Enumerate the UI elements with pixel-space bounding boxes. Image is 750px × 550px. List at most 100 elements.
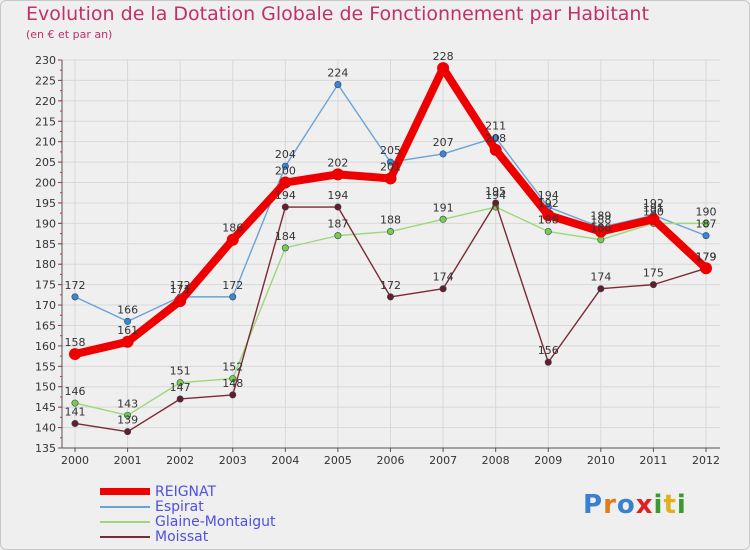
legend-label: Espirat xyxy=(155,498,204,515)
y-tick-label: 165 xyxy=(35,319,56,332)
data-label: 161 xyxy=(117,324,138,337)
data-label: 194 xyxy=(538,189,559,202)
data-label: 172 xyxy=(380,279,401,292)
y-tick-label: 150 xyxy=(35,381,56,394)
data-point xyxy=(702,219,710,227)
chart-subtitle: (en € et par an) xyxy=(26,28,113,41)
x-tick-label: 2012 xyxy=(692,454,720,467)
data-label: 172 xyxy=(222,279,243,292)
data-label: 194 xyxy=(275,189,296,202)
y-tick-label: 185 xyxy=(35,238,56,251)
data-point xyxy=(334,81,342,89)
y-tick-label: 230 xyxy=(35,54,56,67)
data-point xyxy=(71,399,79,407)
data-point xyxy=(384,172,397,185)
data-point xyxy=(229,391,237,399)
data-point xyxy=(700,262,712,275)
logo-letter: i xyxy=(676,490,687,520)
data-point xyxy=(279,176,292,189)
data-label: 166 xyxy=(117,303,138,316)
data-label: 211 xyxy=(485,120,506,133)
x-tick-label: 2009 xyxy=(534,454,562,467)
y-tick-label: 140 xyxy=(35,422,56,435)
data-label: 194 xyxy=(327,189,348,202)
x-tick-label: 2001 xyxy=(114,454,142,467)
data-label: 179 xyxy=(696,250,717,263)
data-label: 188 xyxy=(590,214,611,227)
data-label: 147 xyxy=(170,381,191,394)
data-label: 187 xyxy=(327,218,348,231)
y-tick-label: 205 xyxy=(35,156,56,169)
data-label: 139 xyxy=(117,414,138,427)
y-tick-label: 195 xyxy=(35,197,56,210)
data-point xyxy=(544,358,552,366)
data-label: 186 xyxy=(590,222,611,235)
y-tick-label: 135 xyxy=(35,442,56,455)
data-label: 174 xyxy=(433,271,454,284)
x-tick-label: 2006 xyxy=(377,454,405,467)
data-label: 208 xyxy=(485,132,506,145)
legend-label: Moissat xyxy=(155,528,209,545)
data-point xyxy=(331,168,344,181)
data-label: 146 xyxy=(65,385,86,398)
data-label: 184 xyxy=(275,230,296,243)
data-label: 151 xyxy=(170,365,191,378)
data-label: 224 xyxy=(327,67,348,80)
proxiti-logo: Proxiti xyxy=(583,490,687,520)
data-point xyxy=(174,294,187,307)
data-label: 152 xyxy=(222,361,243,374)
legend-item: Espirat xyxy=(100,498,275,515)
legend-label: REIGNAT xyxy=(155,483,217,500)
data-point xyxy=(229,293,237,301)
legend-swatch xyxy=(100,535,150,538)
x-tick-label: 2011 xyxy=(639,454,667,467)
legend-swatch xyxy=(100,505,150,508)
data-point xyxy=(334,203,342,211)
data-label: 202 xyxy=(327,156,348,169)
data-point xyxy=(489,143,502,156)
data-label: 171 xyxy=(170,283,191,296)
y-tick-label: 210 xyxy=(35,136,56,149)
logo-letter: x xyxy=(635,490,654,520)
y-tick-label: 190 xyxy=(35,217,56,230)
data-label: 156 xyxy=(538,344,559,357)
data-point xyxy=(542,209,555,222)
data-point xyxy=(71,419,79,427)
y-tick-label: 170 xyxy=(35,299,56,312)
x-tick-label: 2004 xyxy=(271,454,299,467)
data-point xyxy=(281,203,289,211)
data-point xyxy=(281,244,289,252)
legend-item: REIGNAT xyxy=(100,483,275,500)
x-tick-label: 2005 xyxy=(324,454,352,467)
data-label: 195 xyxy=(485,185,506,198)
data-point xyxy=(649,281,657,289)
x-tick-label: 2003 xyxy=(219,454,247,467)
data-label: 192 xyxy=(538,197,559,210)
y-tick-label: 220 xyxy=(35,95,56,108)
x-tick-label: 2010 xyxy=(587,454,615,467)
data-label: 204 xyxy=(275,148,296,161)
data-label: 186 xyxy=(222,222,243,235)
data-point xyxy=(647,213,660,226)
data-point xyxy=(594,225,607,238)
data-label: 188 xyxy=(380,214,401,227)
data-point xyxy=(226,233,239,246)
data-point xyxy=(597,285,605,293)
y-tick-label: 215 xyxy=(35,115,56,128)
y-tick-label: 225 xyxy=(35,74,56,87)
data-point xyxy=(69,348,81,361)
data-label: 205 xyxy=(380,144,401,157)
data-label: 172 xyxy=(170,279,191,292)
data-label: 172 xyxy=(65,279,86,292)
x-tick-label: 2000 xyxy=(61,454,89,467)
logo-letter: P xyxy=(583,490,604,520)
data-point xyxy=(492,199,500,207)
legend-item: Moissat xyxy=(100,528,275,545)
data-label: 188 xyxy=(538,214,559,227)
x-tick-label: 2007 xyxy=(429,454,457,467)
data-label: 158 xyxy=(65,336,86,349)
x-tick-label: 2008 xyxy=(482,454,510,467)
data-point xyxy=(176,379,184,387)
legend-swatch xyxy=(100,520,150,523)
logo-letter: r xyxy=(603,490,617,520)
